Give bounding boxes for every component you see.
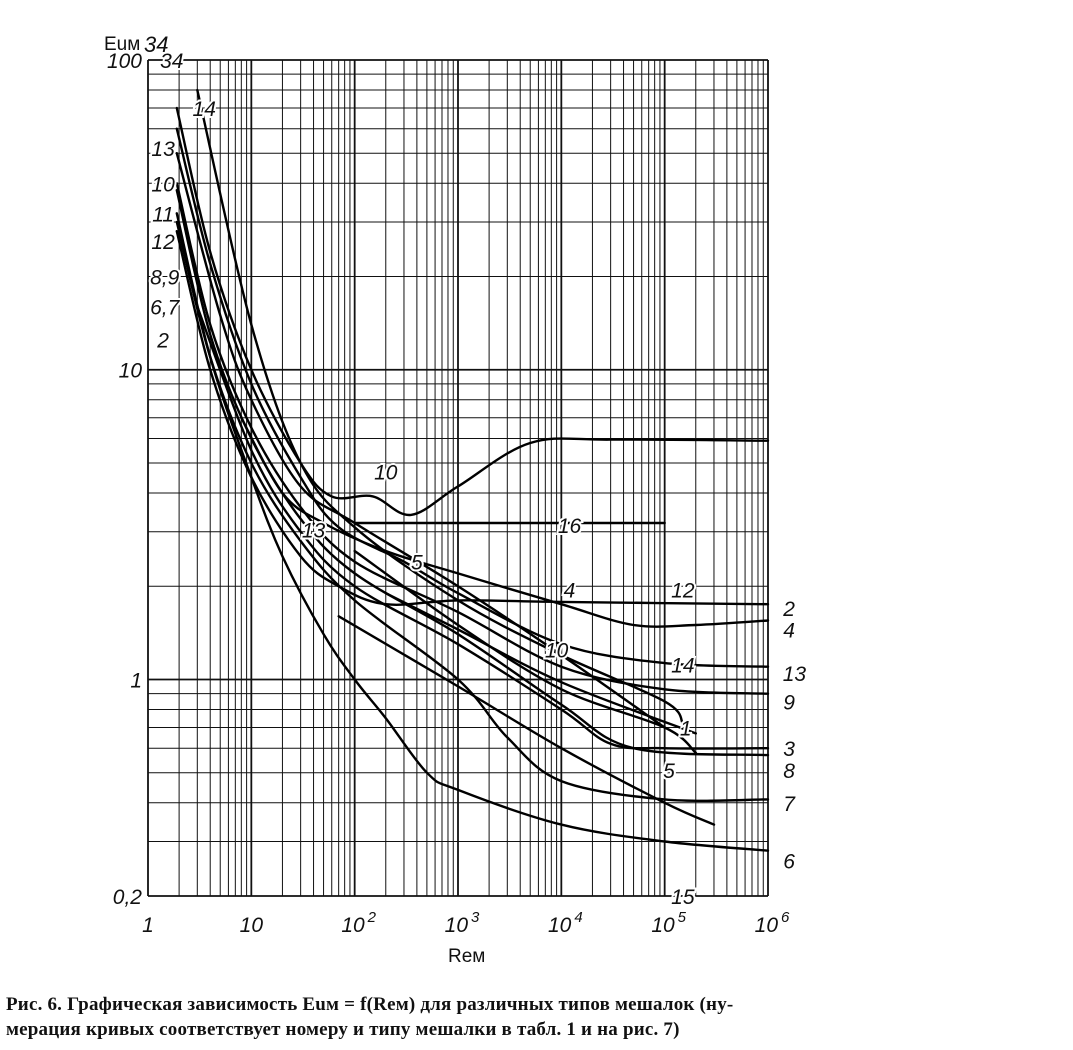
curve-9 [175, 182, 770, 695]
curve-label: 13 [151, 138, 175, 161]
curve-1 [384, 592, 697, 735]
x-tick-label: 10 4 [548, 909, 583, 937]
curve-label: 5 [663, 760, 675, 783]
curve-label: 10 [545, 639, 569, 662]
curve-10 [175, 106, 770, 517]
curve-label: 16 [558, 515, 582, 538]
y-axis-title: Euм [104, 34, 140, 55]
x-tick-exponent: 2 [367, 909, 377, 926]
curve-label: 7 [783, 793, 796, 816]
figure-caption: Рис. 6. Графическая зависимость Euм = f(… [6, 992, 1066, 1042]
x-tick-label: 1 [142, 914, 154, 937]
x-tick-label: 10 5 [651, 909, 686, 937]
x-tick-exponent: 6 [781, 909, 790, 926]
data-curves [175, 88, 770, 852]
y-tick-label: 1 [130, 669, 142, 692]
curve-label: 10 [374, 461, 398, 484]
grid-lines [147, 59, 769, 897]
curve-label: 6 [783, 851, 795, 874]
curve-label: 4 [564, 580, 576, 603]
curve-5 [353, 549, 697, 754]
curve-label: 14 [193, 98, 216, 121]
caption-line-2: мерация кривых соответствует номеру и ти… [6, 1019, 680, 1040]
x-tick-label: 10 6 [755, 909, 790, 937]
x-tick-label: 10 3 [445, 909, 480, 937]
curve-label: 13 [783, 663, 807, 686]
curve-label: 4 [783, 620, 795, 643]
x-tick-exponent: 4 [574, 909, 582, 926]
curve-label: 2 [156, 330, 169, 353]
y-tick-label: 100 [107, 50, 142, 73]
x-tick-exponent: 3 [471, 909, 480, 926]
curve-label: 3 [783, 738, 795, 761]
curve-label: 12 [671, 580, 695, 603]
curve-3 [196, 305, 770, 750]
x-tick-label: 10 [240, 914, 264, 937]
curve-label: 8 [783, 760, 795, 783]
y-top-marker: 34 [144, 32, 168, 57]
curve-label: 11 [152, 203, 174, 226]
x-tick-exponent: 5 [678, 909, 687, 926]
caption-line-1: Рис. 6. Графическая зависимость Euм = f(… [6, 994, 734, 1015]
curve-4 [240, 416, 770, 628]
curve-15 [337, 615, 716, 826]
curve-6 [175, 212, 770, 852]
curve-label: 6,7 [150, 297, 181, 320]
curve-label: 2 [782, 598, 795, 621]
curve-label: 9 [783, 691, 795, 714]
x-tick-label: 10 2 [341, 909, 376, 937]
curve-8 [175, 189, 770, 757]
x-axis-title: Reм [448, 946, 485, 967]
curve-label: 1 [680, 717, 692, 740]
curve-label: 34 [160, 50, 183, 73]
curve-13 [175, 127, 770, 668]
curve-label: 13 [302, 519, 326, 542]
curve-14 [196, 88, 685, 725]
curve-label: 8,9 [150, 267, 180, 290]
curve-label: 14 [671, 654, 694, 677]
curve-label: 12 [151, 231, 175, 254]
y-tick-label: 10 [119, 360, 143, 383]
curve-label: 15 [671, 886, 695, 909]
curve-label: 10 [151, 173, 175, 196]
y-tick-label: 0,2 [113, 886, 143, 909]
curve-label: 5 [411, 552, 423, 575]
